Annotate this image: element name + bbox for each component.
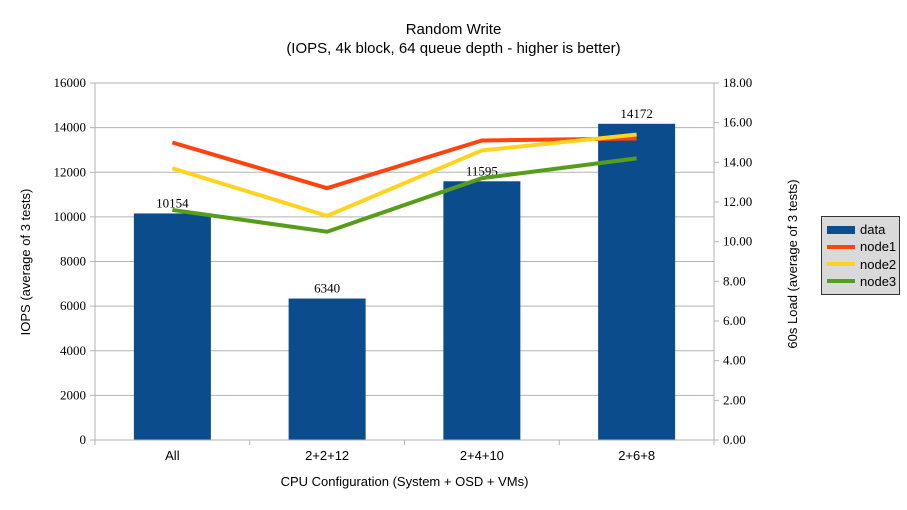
bar-data-label: 11595 bbox=[466, 163, 498, 178]
x-category-label: 2+6+8 bbox=[618, 448, 655, 463]
y-left-tick-label: 16000 bbox=[54, 75, 87, 90]
x-category-label: 2+2+12 bbox=[305, 448, 349, 463]
y-left-tick-label: 12000 bbox=[54, 164, 87, 179]
legend-item-node2: node2 bbox=[827, 256, 897, 272]
legend: data node1 node2 node3 bbox=[821, 216, 900, 295]
line-series-node1 bbox=[171, 136, 637, 191]
y-left-tick-label: 4000 bbox=[60, 343, 86, 358]
legend-item-node3: node3 bbox=[827, 273, 897, 289]
y-left-tick-label: 10000 bbox=[54, 209, 87, 224]
bar-All bbox=[133, 213, 211, 440]
legend-label: node1 bbox=[860, 239, 897, 255]
y-right-tick-label: 14.00 bbox=[723, 154, 752, 169]
bar-data-label: 10154 bbox=[156, 195, 189, 210]
y-right-tick-label: 16.00 bbox=[723, 115, 752, 130]
y-right-axis-title: 60s Load (average of 3 tests) bbox=[785, 179, 800, 349]
legend-label: node2 bbox=[860, 256, 897, 272]
chart-title-block: Random Write (IOPS, 4k block, 64 queue d… bbox=[0, 20, 907, 58]
bar-data-label: 6340 bbox=[314, 281, 340, 296]
y-left-axis-title: IOPS (average of 3 tests) bbox=[18, 188, 33, 336]
bar-2+4+10 bbox=[443, 181, 521, 440]
legend-swatch-node3 bbox=[827, 279, 855, 284]
y-left-tick-label: 0 bbox=[80, 432, 87, 447]
y-left-tick-label: 14000 bbox=[54, 120, 87, 135]
x-axis-title: CPU Configuration (System + OSD + VMs) bbox=[280, 474, 529, 489]
legend-swatch-data bbox=[827, 225, 855, 234]
y-right-tick-label: 12.00 bbox=[723, 194, 752, 209]
y-right-tick-label: 0.00 bbox=[723, 432, 746, 447]
chart-subtitle: (IOPS, 4k block, 64 queue depth - higher… bbox=[286, 40, 621, 57]
legend-label: data bbox=[860, 222, 886, 238]
y-left-tick-label: 6000 bbox=[60, 298, 86, 313]
x-category-label: 2+4+10 bbox=[460, 448, 504, 463]
chart-title: Random Write bbox=[405, 21, 502, 38]
y-right-tick-label: 18.00 bbox=[723, 75, 752, 90]
line-series-node3 bbox=[172, 156, 637, 234]
bar-data-label: 14172 bbox=[620, 106, 653, 121]
y-left-tick-label: 2000 bbox=[60, 387, 86, 402]
bar-2+6+8 bbox=[598, 123, 676, 441]
legend-label: node3 bbox=[860, 273, 897, 289]
x-category-label: All bbox=[165, 448, 180, 463]
legend-swatch-node2 bbox=[827, 262, 855, 267]
y-right-tick-label: 10.00 bbox=[723, 234, 752, 249]
legend-item-data: data bbox=[827, 223, 894, 236]
y-right-tick-label: 4.00 bbox=[723, 353, 746, 368]
line-series-node2 bbox=[171, 132, 637, 219]
y-right-tick-label: 8.00 bbox=[723, 273, 746, 288]
bar-2+2+12 bbox=[288, 298, 366, 440]
y-right-tick-label: 2.00 bbox=[723, 392, 746, 407]
legend-item-node1: node1 bbox=[827, 239, 897, 255]
legend-swatch-node1 bbox=[827, 244, 855, 249]
y-right-tick-label: 6.00 bbox=[723, 313, 746, 328]
y-left-tick-label: 8000 bbox=[60, 254, 86, 269]
